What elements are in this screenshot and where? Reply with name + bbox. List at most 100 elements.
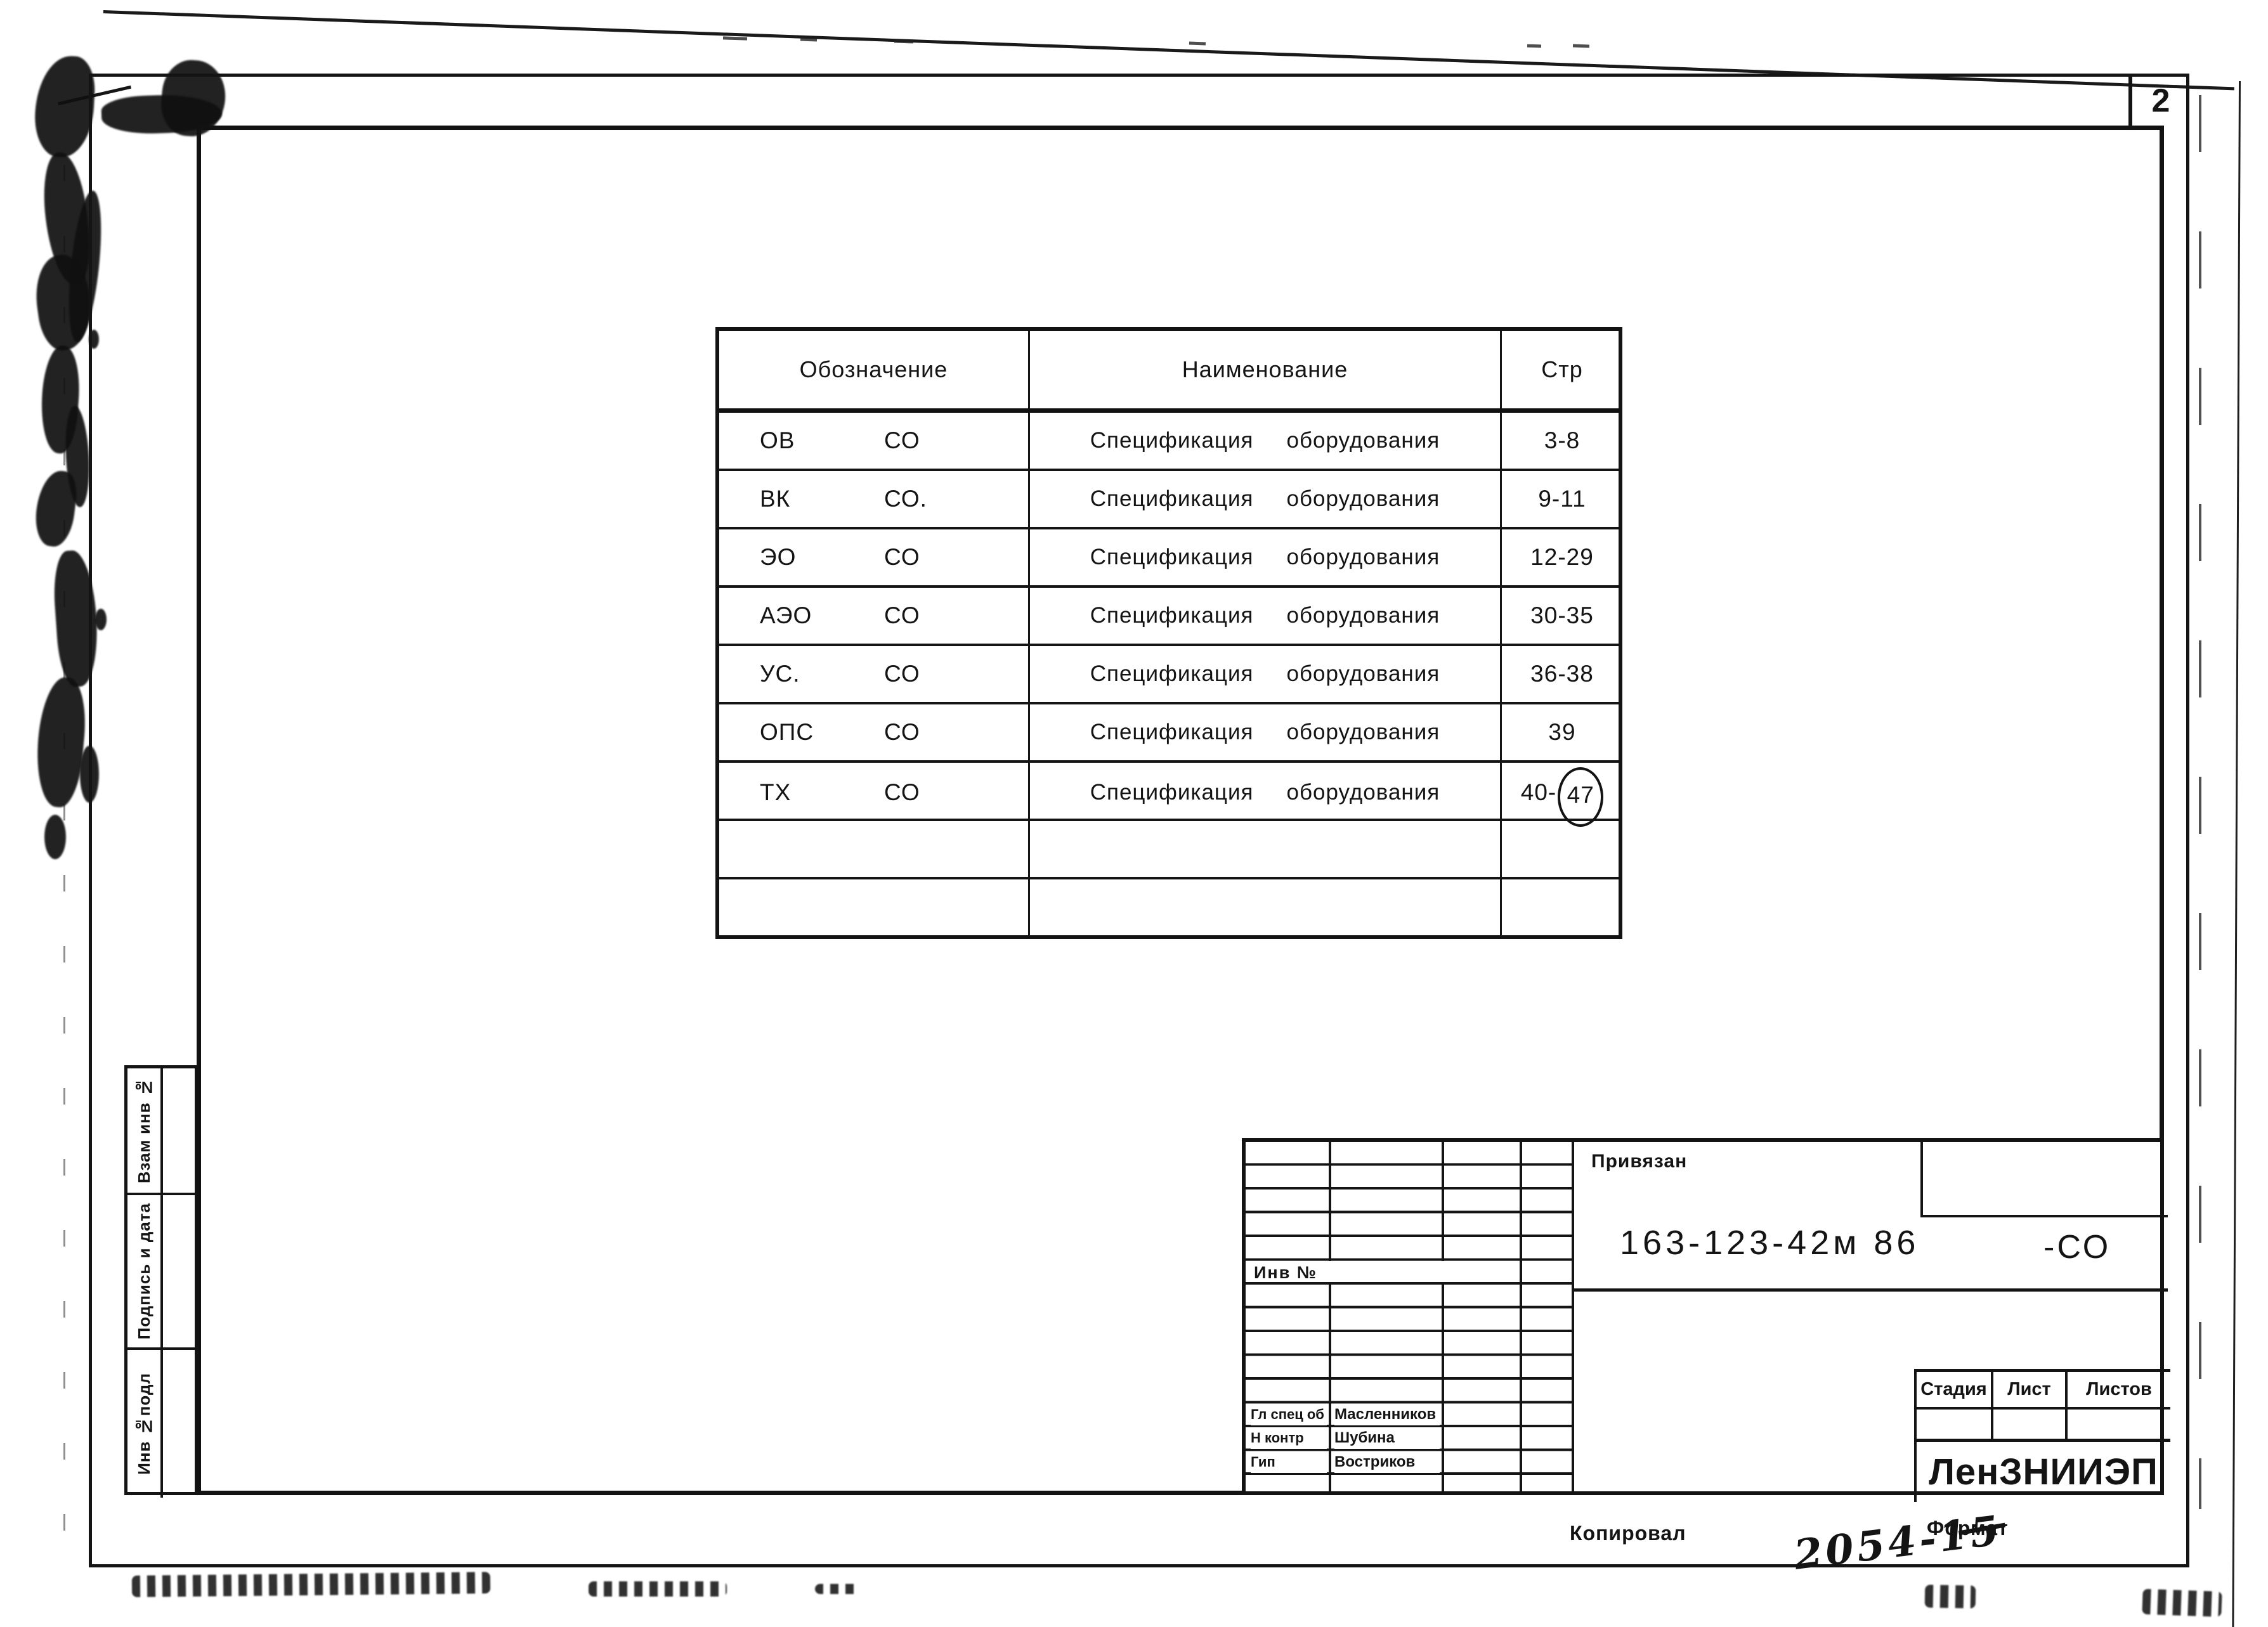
margin-stamp-label-cell: Инв №подл [127, 1350, 163, 1498]
designation-co: СО [884, 661, 920, 687]
toc-cell-name: Спецификация оборудования [1030, 529, 1502, 585]
toc-cell-designation: ОПС СО [719, 704, 1030, 760]
stage-empty-row [1917, 1410, 2170, 1442]
grid-line [1442, 1142, 1444, 1261]
scan-artifact [63, 165, 65, 1541]
toc-cell-pages: 3-8 [1502, 413, 1622, 469]
name-word-2: оборудования [1286, 720, 1440, 744]
name-word-1: Спецификация [1090, 661, 1254, 686]
scan-artifact [800, 37, 818, 42]
pages-circled-value: 47 [1558, 767, 1604, 827]
name-word-2: оборудования [1286, 603, 1440, 628]
designation-suffix: -СО [2043, 1229, 2111, 1266]
name-word-2: оборудования [1286, 780, 1440, 805]
pages-value: 12-29 [1530, 544, 1594, 570]
toc-cell-designation: ТХ СО [719, 763, 1030, 822]
toc-empty-cell [719, 879, 1030, 935]
scan-artifact [32, 468, 80, 549]
margin-stamp-label: Взам инв № [134, 1077, 153, 1184]
stage-empty-cell [1993, 1410, 2068, 1439]
toc-cell-pages: 40- 47 [1502, 763, 1622, 827]
toc-empty-cell [1030, 879, 1502, 935]
margin-stamp-label-cell: Взам инв № [127, 1068, 163, 1193]
scan-artifact [44, 815, 66, 859]
toc-empty-cell [1502, 879, 1622, 935]
toc-header-row: Обозначение Наименование Стр [719, 331, 1619, 413]
stage-empty-cell [1917, 1410, 1993, 1439]
name-word-1: Спецификация [1090, 486, 1254, 511]
grid-line [1572, 1288, 2168, 1292]
stage-block: Стадия Лист Листов ЛенЗНИИЭП [1914, 1369, 2170, 1502]
scan-artifact [2199, 95, 2201, 1509]
toc-header-page: Стр [1541, 356, 1583, 382]
grid-line [1329, 1284, 1331, 1491]
stage-header-cell: Листов [2086, 1379, 2152, 1399]
signature-name: Востриков [1334, 1451, 1440, 1473]
project-designation: 163-123-42м 86 [1620, 1224, 1920, 1262]
title-block: Инв № Гл спец об Масленников Н контр Шубина… [1242, 1138, 2170, 1502]
toc-rows: ОВ СО Спецификация оборудования 3-8 ВК СО. Спец… [719, 413, 1619, 935]
toc-row: ЭО СО Спецификация оборудования 12-29 [719, 529, 1619, 588]
pages-value: 39 [1548, 719, 1576, 745]
toc-header-designation: Обозначение [719, 331, 1030, 408]
designation-code: АЭО [760, 602, 812, 628]
scan-artifact [722, 36, 748, 41]
toc-cell-name: Спецификация оборудования [1030, 646, 1502, 702]
name-word-1: Спецификация [1090, 545, 1254, 569]
designation-code: ЭО [760, 544, 797, 570]
toc-cell-designation: ВК СО. [719, 471, 1030, 527]
margin-stamp-empty-cell [163, 1068, 195, 1193]
sheet-right-edge-line [2232, 81, 2241, 1627]
scan-artifact [95, 609, 107, 630]
toc-empty-row [719, 879, 1619, 935]
toc-cell-name: Спецификация оборудования [1030, 704, 1502, 760]
scan-artifact [1189, 41, 1206, 46]
scan-artifact [589, 1581, 727, 1597]
toc-row: УС. СО Спецификация оборудования 36-38 [719, 646, 1619, 704]
scan-artifact [131, 1572, 491, 1597]
stage-header-cell: Стадия [1917, 1372, 1993, 1407]
toc-row: АЭО СО Спецификация оборудования 30-35 [719, 588, 1619, 646]
margin-stamp-label-cell: Подпись и дата [127, 1195, 163, 1347]
grid-line [1329, 1142, 1331, 1261]
margin-stamp-row: Подпись и дата [127, 1195, 195, 1350]
toc-row: ОВ СО Спецификация оборудования 3-8 [719, 413, 1619, 471]
stage-empty-cell [2068, 1410, 2170, 1439]
scan-artifact [894, 39, 914, 44]
stage-header-row: Стадия Лист Листов [1917, 1372, 2170, 1410]
organization-name: ЛенЗНИИЭП [1929, 1451, 2158, 1493]
toc-cell-pages: 12-29 [1502, 529, 1622, 585]
outer-frame [89, 74, 2189, 1567]
toc-cell-designation: ЭО СО [719, 529, 1030, 585]
name-word-1: Спецификация [1090, 428, 1254, 453]
grid-line [1520, 1142, 1522, 1491]
designation-co: СО [884, 427, 920, 453]
scan-artifact [1527, 44, 1542, 48]
scan-artifact [1572, 44, 1590, 48]
name-word-1: Спецификация [1090, 780, 1254, 805]
pages-value: 9-11 [1538, 486, 1586, 512]
name-word-2: оборудования [1286, 428, 1440, 453]
designation-co: СО. [884, 486, 927, 512]
scan-artifact [2142, 1588, 2222, 1617]
margin-stamp-label: Подпись и дата [134, 1203, 153, 1340]
margin-stamp-label: Инв №подл [134, 1373, 153, 1475]
grid-line [1572, 1142, 1574, 1491]
designation-code: ОВ [760, 427, 795, 453]
sheet-number: 2 [2151, 82, 2170, 119]
toc-cell-pages: 9-11 [1502, 471, 1622, 527]
linked-label: Привязан [1591, 1151, 1688, 1172]
margin-stamp-row: Взам инв № [127, 1068, 195, 1195]
toc-row: ОПС СО Спецификация оборудования 39 [719, 704, 1619, 763]
margin-stamp-table: Взам инв № Подпись и дата Инв №подл [124, 1065, 198, 1498]
grid-line [1442, 1284, 1444, 1491]
scan-artifact [815, 1584, 859, 1594]
signature-role: Гип [1251, 1451, 1327, 1473]
designation-co: СО [884, 544, 920, 570]
toc-row: ВК СО. Спецификация оборудования 9-11 [719, 471, 1619, 529]
sheet-number-box: 2 [2128, 74, 2189, 128]
toc-cell-name: Спецификация оборудования [1030, 471, 1502, 527]
inventory-number-label: Инв № [1249, 1263, 1444, 1282]
toc-empty-cell [1030, 821, 1502, 877]
name-word-2: оборудования [1286, 661, 1440, 686]
